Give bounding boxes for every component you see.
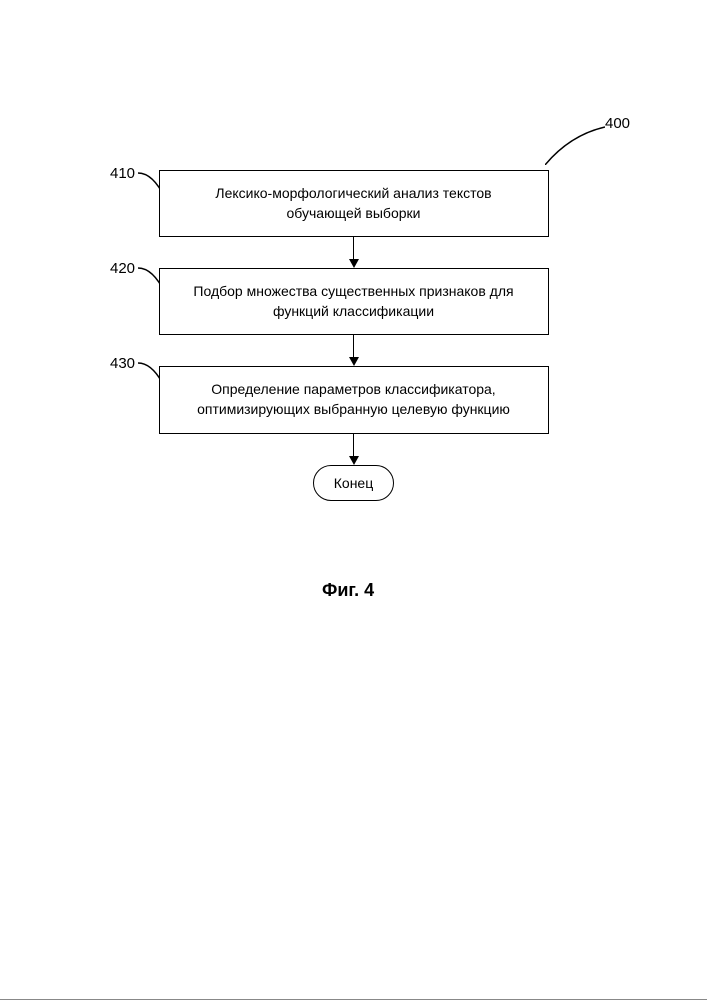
- arrow: [349, 237, 359, 268]
- process-box-step2: Подбор множества существенных признаков …: [159, 268, 549, 335]
- reference-number-main: 400: [605, 115, 630, 132]
- process-box-step1: Лексико-морфологический анализ текстов о…: [159, 170, 549, 237]
- figure-caption: Фиг. 4: [322, 580, 374, 601]
- terminator-end: Конец: [313, 465, 394, 501]
- leader-line-main: [545, 120, 605, 165]
- arrow: [349, 434, 359, 465]
- process-box-step3: Определение параметров классификатора, о…: [159, 366, 549, 433]
- flowchart-container: Лексико-морфологический анализ текстов о…: [0, 170, 707, 501]
- arrow: [349, 335, 359, 366]
